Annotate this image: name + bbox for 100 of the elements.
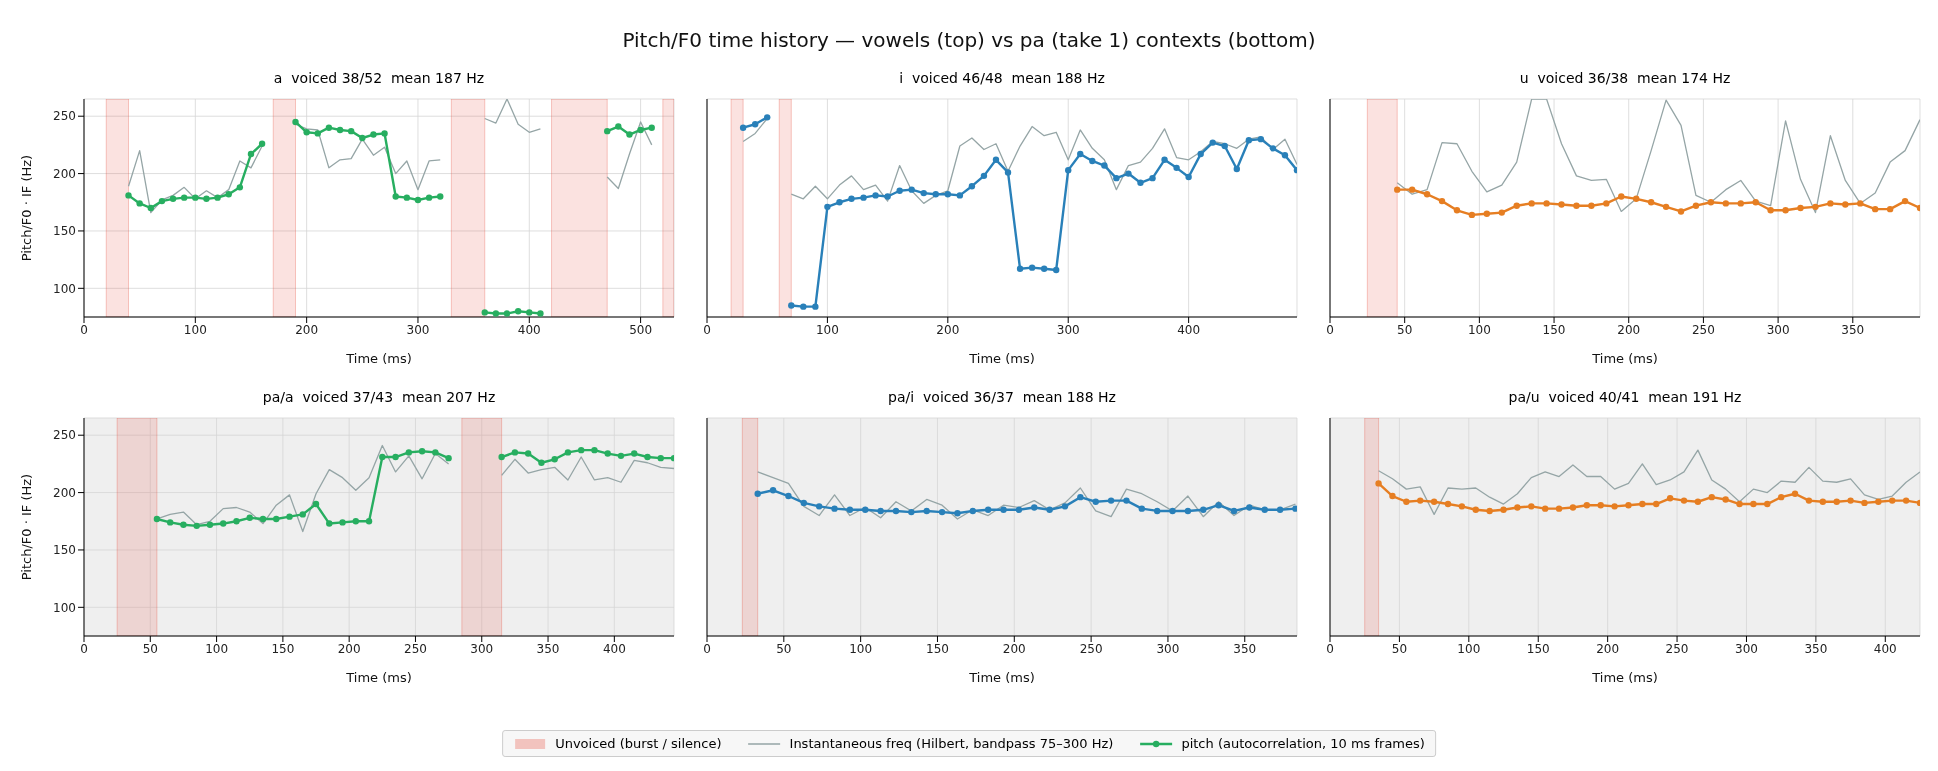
point [1513, 202, 1520, 209]
point [1161, 156, 1168, 164]
legend-label: Unvoiced (burst / silence) [555, 736, 722, 751]
y-tick-label: 150 [53, 224, 76, 239]
point [1541, 505, 1549, 512]
point [1819, 498, 1827, 505]
point [326, 520, 333, 527]
point [432, 449, 439, 456]
point [1764, 500, 1771, 508]
y-axis-title: Pitch/F0 · IF (Hz) [18, 154, 34, 262]
point [1468, 211, 1476, 219]
point [751, 121, 759, 128]
x-tick-label: 250 [1079, 641, 1103, 656]
point [769, 487, 777, 494]
x-tick-label: 350 [1841, 322, 1865, 337]
point [1423, 191, 1431, 198]
point [631, 450, 638, 457]
x-tick-label: 250 [1691, 322, 1715, 337]
chart-title: pa/u voiced 40/41 mean 191 Hz [1507, 389, 1743, 407]
x-tick-label: 350 [1804, 641, 1828, 656]
point [214, 194, 221, 201]
point [403, 194, 411, 201]
point [524, 450, 532, 457]
point [892, 507, 900, 515]
point [1015, 506, 1023, 513]
point [1827, 200, 1834, 207]
point [848, 195, 855, 203]
point [604, 450, 611, 457]
point [1692, 202, 1700, 209]
point [1812, 203, 1819, 211]
point [1004, 169, 1012, 176]
point [1543, 200, 1550, 207]
point [577, 446, 585, 454]
point [1394, 186, 1401, 193]
point [247, 150, 255, 158]
point [1200, 506, 1207, 513]
y-tick-label: 200 [53, 166, 76, 181]
point [206, 521, 214, 528]
point [992, 156, 1000, 164]
point [1750, 500, 1757, 508]
point [637, 126, 644, 134]
point [292, 118, 299, 126]
x-tick-label: 300 [1766, 322, 1790, 337]
point [236, 184, 244, 191]
x-tick-label: 300 [470, 641, 494, 656]
point [1886, 205, 1894, 213]
point [299, 511, 306, 518]
x-tick-label: 200 [1617, 322, 1641, 337]
legend-label: pitch (autocorrelation, 10 ms frames) [1181, 736, 1425, 751]
point [969, 507, 977, 515]
point [503, 310, 511, 317]
x-tick-label: 0 [80, 641, 88, 656]
point [1215, 502, 1222, 509]
point [626, 131, 633, 138]
point [1245, 137, 1253, 144]
point [136, 200, 143, 207]
point [1438, 197, 1446, 205]
point [125, 192, 132, 199]
point [1046, 506, 1053, 513]
chart-title: a voiced 38/52 mean 187 Hz [272, 70, 486, 88]
point [908, 508, 915, 516]
x-axis-title: Time (ms) [345, 351, 412, 366]
point [1389, 492, 1396, 500]
point [1233, 165, 1240, 173]
point [1028, 264, 1036, 271]
point [312, 500, 320, 508]
point [381, 130, 388, 137]
x-tick-label: 150 [926, 641, 949, 656]
text: Pitch/F0 time history — vowels (top) vs pa (take 1) contexts (bottom) [621, 28, 1317, 52]
point [379, 453, 386, 461]
point [920, 189, 927, 197]
point [1680, 497, 1688, 504]
point [1149, 174, 1156, 182]
point [258, 140, 266, 147]
point [954, 510, 961, 517]
point [1797, 204, 1804, 212]
point [1052, 266, 1060, 274]
point [908, 186, 915, 193]
point [339, 519, 346, 526]
point [831, 505, 838, 512]
point [1375, 480, 1382, 487]
point [1113, 174, 1120, 182]
point [1500, 506, 1507, 513]
point [1791, 490, 1799, 497]
y-tick-label: 250 [53, 428, 76, 443]
point [193, 522, 200, 530]
point [1625, 502, 1632, 509]
x-tick-label: 50 [1397, 322, 1413, 337]
point [944, 191, 952, 198]
x-tick-label: 400 [517, 322, 541, 337]
point [359, 134, 366, 142]
point [1221, 142, 1228, 150]
point [481, 309, 488, 316]
point [347, 127, 355, 135]
point [884, 193, 891, 200]
point [1498, 209, 1505, 216]
point [1261, 506, 1268, 513]
point [498, 453, 505, 461]
point [1736, 500, 1743, 508]
point [1125, 170, 1132, 177]
